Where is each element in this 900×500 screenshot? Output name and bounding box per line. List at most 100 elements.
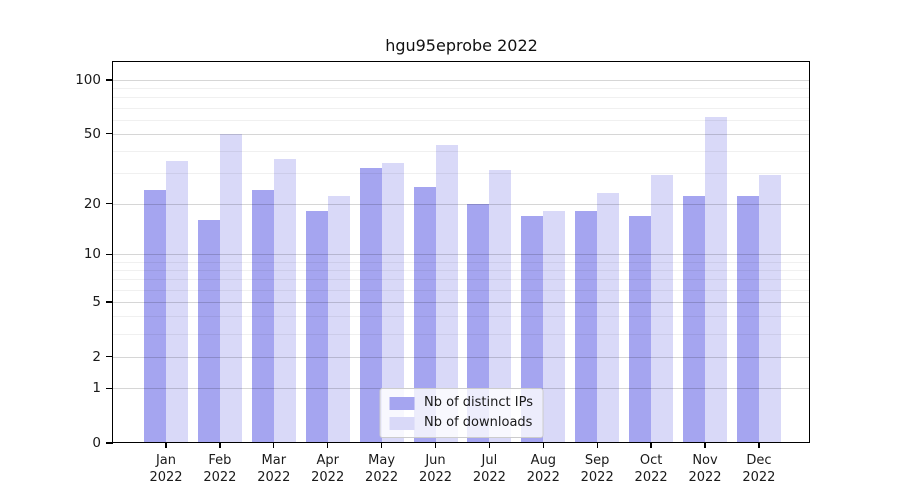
y-tick-mark-20 — [106, 202, 113, 205]
y-tick-label-20: 20 — [83, 195, 101, 212]
bar-distinct-ips-apr — [305, 211, 328, 443]
gridline-8 — [113, 270, 810, 272]
x-tick-mark-oct — [650, 443, 652, 448]
x-tick-mark-may — [380, 443, 383, 448]
x-tick-label-mar: Mar 2022 — [257, 453, 291, 485]
gridline-6 — [113, 289, 810, 291]
top-spine — [113, 61, 810, 63]
bar-distinct-ips-mar — [251, 189, 274, 443]
bar-distinct-ips-dec — [736, 196, 759, 443]
bar-distinct-ips-nov — [683, 196, 705, 443]
gridline-90 — [113, 88, 810, 90]
y-tick-mark-2 — [106, 355, 113, 358]
y-tick-label-50: 50 — [83, 125, 101, 142]
gridline-10 — [113, 254, 810, 256]
gridline-20 — [113, 203, 810, 205]
legend-swatch-downloads — [389, 416, 415, 430]
bar-distinct-ips-aug — [521, 215, 544, 443]
y-tick-mark-0 — [106, 442, 113, 444]
legend-swatch-distinct-ips — [389, 396, 415, 410]
gridline-30 — [113, 172, 810, 174]
gridline-5 — [113, 302, 810, 304]
x-tick-label-jul: Jul 2022 — [472, 453, 506, 485]
bar-distinct-ips-feb — [197, 220, 220, 443]
x-tick-label-nov: Nov 2022 — [688, 453, 722, 485]
bar-downloads-feb — [219, 133, 242, 443]
bar-downloads-dec — [758, 175, 781, 443]
right-spine — [809, 61, 811, 443]
y-tick-mark-5 — [106, 301, 113, 303]
bars-layer — [113, 62, 810, 443]
y-tick-label-10: 10 — [83, 246, 101, 263]
bar-distinct-ips-jul — [467, 203, 490, 443]
bar-downloads-mar — [273, 158, 296, 443]
y-tick-label-100: 100 — [75, 72, 101, 89]
bar-downloads-may — [381, 163, 404, 443]
x-tick-label-aug: Aug 2022 — [526, 453, 560, 485]
x-tick-label-oct: Oct 2022 — [634, 453, 668, 485]
gridline-100 — [113, 80, 810, 82]
gridline-70 — [113, 107, 810, 109]
bar-downloads-sep — [597, 193, 620, 443]
bottom-spine — [113, 442, 810, 444]
x-tick-mark-apr — [327, 443, 329, 448]
gridline-4 — [113, 316, 810, 318]
y-tick-mark-100 — [106, 79, 113, 81]
y-tick-label-5: 5 — [92, 294, 101, 311]
left-spine — [112, 61, 114, 443]
grid-layer — [113, 62, 810, 443]
x-tick-label-may: May 2022 — [365, 453, 399, 485]
gridline-3 — [113, 333, 810, 335]
gridline-7 — [113, 279, 810, 281]
bar-downloads-jun — [435, 145, 458, 443]
gridline-2 — [113, 356, 810, 358]
x-tick-mark-feb — [219, 443, 221, 448]
chart-title: hgu95eprobe 2022 — [385, 36, 538, 55]
legend-label-downloads: Nb of downloads — [424, 415, 533, 430]
x-tick-mark-aug — [542, 443, 544, 448]
gridline-80 — [113, 97, 810, 99]
y-tick-label-1: 1 — [92, 380, 101, 397]
bar-downloads-jul — [489, 170, 512, 443]
bar-distinct-ips-jun — [413, 186, 436, 443]
bar-distinct-ips-jan — [144, 189, 166, 443]
legend-item-distinct-ips: Nb of distinct IPs — [389, 395, 533, 411]
plot-area: Nb of distinct IPs Nb of downloads — [112, 61, 811, 444]
x-tick-label-sep: Sep 2022 — [580, 453, 614, 485]
y-tick-mark-1 — [106, 387, 113, 390]
x-tick-mark-jan — [165, 443, 167, 448]
x-axis: Jan 2022 Feb 2022 Mar 2022 Apr 2022 May 2022 Jun 20… — [113, 443, 810, 500]
bar-downloads-nov — [705, 117, 727, 443]
y-tick-mark-10 — [106, 253, 113, 256]
x-tick-mark-sep — [596, 443, 598, 448]
x-tick-mark-jul — [488, 443, 491, 448]
bar-downloads-aug — [543, 211, 566, 443]
legend-item-downloads: Nb of downloads — [389, 415, 533, 431]
x-tick-mark-mar — [273, 443, 275, 448]
gridline-50 — [113, 133, 810, 135]
y-tick-mark-50 — [106, 133, 113, 135]
bar-distinct-ips-oct — [629, 215, 652, 443]
bar-downloads-jan — [166, 161, 188, 443]
y-axis: 0 1 2 5 10 20 50 100 — [0, 62, 113, 451]
x-tick-mark-nov — [704, 443, 706, 448]
x-tick-label-jun: Jun 2022 — [418, 453, 453, 485]
bar-distinct-ips-sep — [575, 211, 598, 443]
x-tick-mark-jun — [434, 443, 437, 448]
x-tick-label-jan: Jan 2022 — [149, 453, 183, 485]
legend-label-distinct-ips: Nb of distinct IPs — [424, 395, 533, 410]
legend-box: Nb of distinct IPs Nb of downloads — [379, 388, 544, 438]
x-tick-label-feb: Feb 2022 — [203, 453, 237, 485]
gridline-40 — [113, 150, 810, 152]
x-tick-mark-dec — [758, 443, 760, 448]
x-tick-label-apr: Apr 2022 — [311, 453, 345, 485]
x-tick-label-dec: Dec 2022 — [742, 453, 776, 485]
bar-downloads-oct — [651, 175, 674, 443]
y-tick-label-2: 2 — [92, 348, 101, 365]
gridline-60 — [113, 119, 810, 121]
gridline-9 — [113, 261, 810, 263]
y-tick-label-0: 0 — [92, 435, 101, 451]
bar-distinct-ips-may — [359, 167, 382, 443]
bar-downloads-apr — [327, 196, 350, 443]
